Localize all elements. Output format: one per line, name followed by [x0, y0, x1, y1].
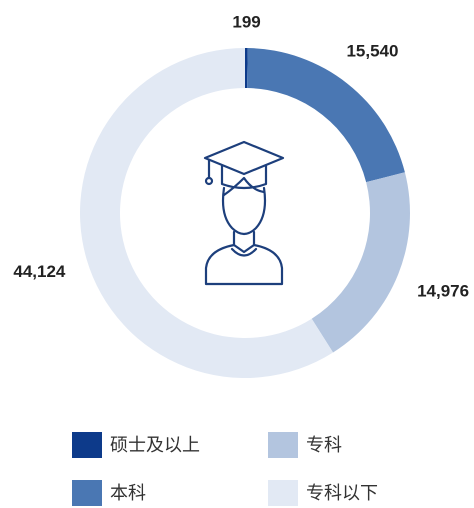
donut-segment: [245, 48, 248, 89]
legend-label: 硕士及以上: [110, 435, 200, 456]
donut-segment: [247, 48, 405, 183]
legend-label: 本科: [110, 483, 146, 504]
value-label: 44,124: [13, 262, 66, 281]
legend-swatch: [72, 480, 102, 506]
value-label: 199: [232, 12, 260, 31]
legend-swatch: [268, 432, 298, 458]
value-label: 15,540: [346, 41, 398, 60]
legend-label: 专科: [306, 435, 342, 456]
graduate-icon: [203, 140, 285, 286]
legend-swatch: [72, 432, 102, 458]
legend-swatch: [268, 480, 298, 506]
donut-segment: [79, 48, 334, 379]
donut-segment: [311, 172, 410, 353]
legend-label: 专科以下: [306, 483, 378, 504]
value-label: 14,976: [417, 281, 469, 300]
